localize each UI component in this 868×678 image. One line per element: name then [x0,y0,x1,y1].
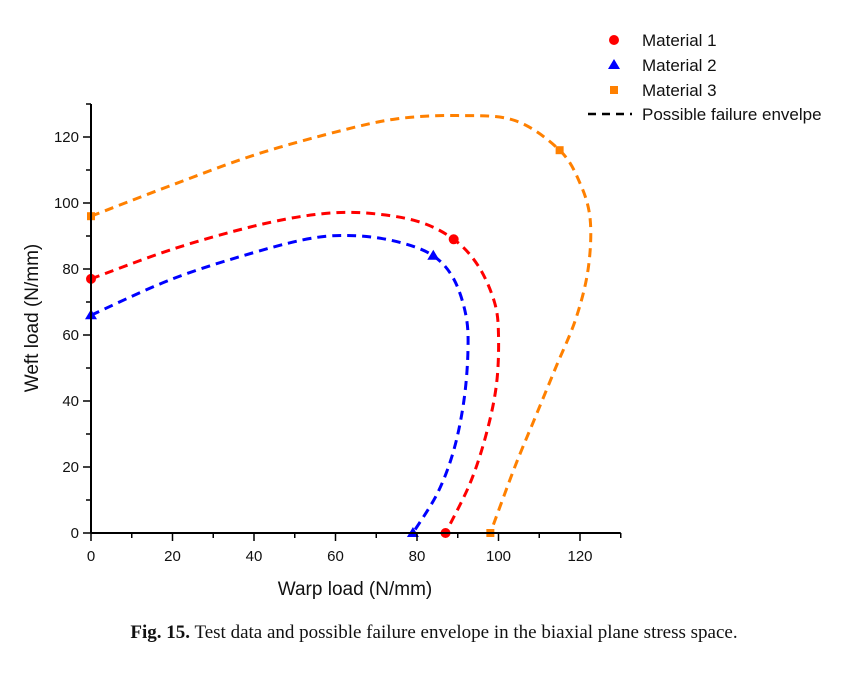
x-tick-label: 20 [164,548,181,565]
y-tick-label: 20 [62,459,79,476]
caption-label: Fig. 15. [130,622,191,643]
chart: 0 20 40 60 80 100 120 0 20 40 60 80 100 120 Warp load… [22,31,822,600]
data-point-material-3 [555,146,564,155]
envelope-curve-material-1 [90,210,501,534]
x-tick-label: 80 [409,548,426,565]
x-tick-label: 120 [567,548,592,565]
y-tick-label: 0 [71,525,79,542]
envelope-curves [90,114,593,534]
legend-label-material-2: Material 2 [642,56,717,75]
caption-text: Test data and possible failure envelope … [190,622,738,643]
x-tick-label: 40 [246,548,263,565]
y-tick-label: 100 [54,195,79,212]
x-axis-title: Warp load (N/mm) [278,579,432,600]
legend-label-material-1: Material 1 [642,31,717,50]
x-tick-label: 100 [486,548,511,565]
legend-marker-material-2 [608,59,620,69]
legend-marker-material-1 [609,35,619,45]
envelope-curve-material-3 [90,114,593,534]
y-tick-label: 80 [62,261,79,278]
y-axis-title: Weft load (N/mm) [22,244,43,393]
legend: Material 1 Material 2 Material 3 Possibl… [588,31,822,124]
y-tick-label: 120 [54,129,79,146]
y-tick-label: 40 [62,393,79,410]
data-point-material-1 [448,234,459,245]
x-tick-label: 60 [327,548,344,565]
legend-label-material-3: Material 3 [642,81,717,100]
envelope-curve-material-2 [90,233,470,534]
data-point-material-2 [427,249,440,260]
x-tick-label: 0 [87,548,95,565]
axes: 0 20 40 60 80 100 120 0 20 40 60 80 100 120 [54,103,622,565]
legend-marker-material-3 [610,86,618,94]
figure-caption: Fig. 15. Test data and possible failure … [0,622,868,644]
legend-label-envelope: Possible failure envelpe [642,105,822,124]
y-tick-label: 60 [62,327,79,344]
data-markers [85,146,564,538]
